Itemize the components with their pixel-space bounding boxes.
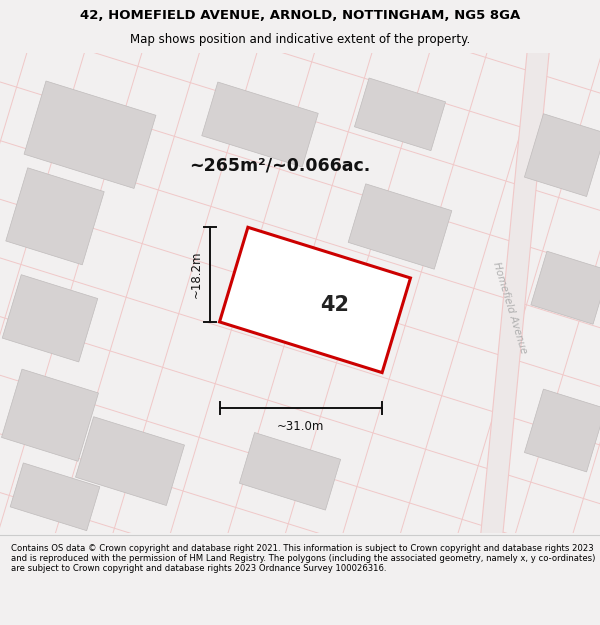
Polygon shape [76,417,184,506]
Polygon shape [479,32,551,554]
Polygon shape [355,78,446,151]
Polygon shape [531,251,600,324]
Text: Contains OS data © Crown copyright and database right 2021. This information is : Contains OS data © Crown copyright and d… [11,544,595,573]
Text: 42, HOMEFIELD AVENUE, ARNOLD, NOTTINGHAM, NG5 8GA: 42, HOMEFIELD AVENUE, ARNOLD, NOTTINGHAM… [80,9,520,22]
Polygon shape [24,81,156,189]
Text: ~265m²/~0.066ac.: ~265m²/~0.066ac. [190,156,371,174]
Text: Homefield Avenue: Homefield Avenue [491,261,529,355]
Polygon shape [2,369,98,461]
Text: Map shows position and indicative extent of the property.: Map shows position and indicative extent… [130,33,470,46]
Polygon shape [6,168,104,265]
Polygon shape [2,274,98,362]
Polygon shape [239,432,341,510]
Text: ~18.2m: ~18.2m [190,251,202,298]
Polygon shape [10,463,100,531]
Text: ~31.0m: ~31.0m [277,420,325,433]
Polygon shape [524,114,600,196]
Polygon shape [202,82,318,167]
Polygon shape [220,228,410,372]
Text: 42: 42 [320,295,349,315]
Polygon shape [348,184,452,269]
Polygon shape [524,389,600,472]
